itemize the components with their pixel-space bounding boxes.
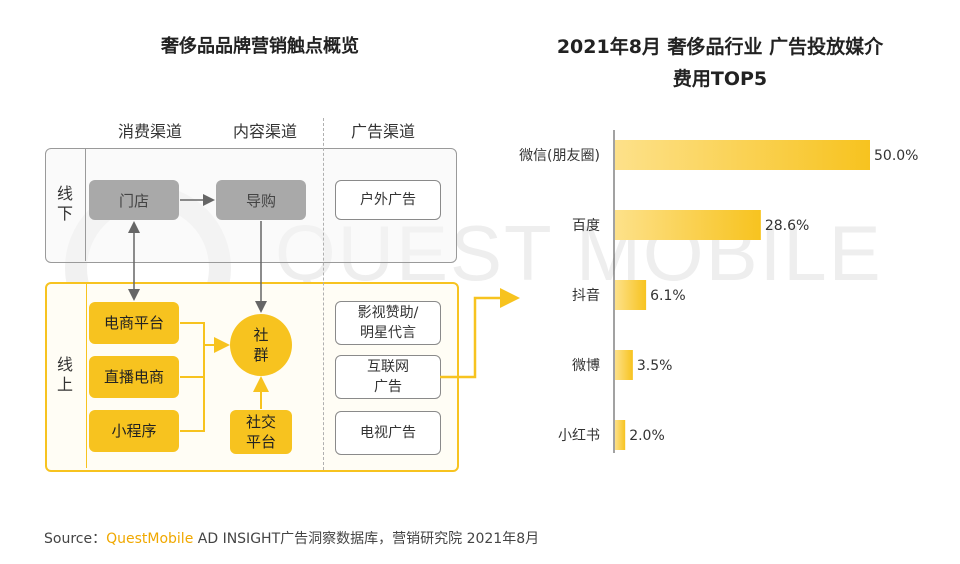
outdoor-ad-node: 户外广告 (335, 180, 441, 220)
guide-node: 导购 (216, 180, 306, 220)
value-label-1: 28.6% (765, 218, 809, 234)
source-brand: QuestMobile (106, 531, 194, 547)
chart-title-line2: 费用TOP5 (672, 68, 768, 90)
category-label-3: 微博 (572, 357, 600, 374)
bar-2 (615, 280, 647, 310)
value-label-3: 3.5% (637, 358, 673, 374)
internet-ad-node: 互联网 广告 (335, 355, 441, 399)
tv-ad-node: 电视广告 (335, 411, 441, 455)
channel-ad: 广告渠道 (350, 122, 415, 141)
bar-1 (615, 210, 761, 240)
chart-title-line1: 2021年8月 奢侈品行业 广告投放媒介 (556, 36, 884, 58)
miniprogram-node: 小程序 (89, 410, 179, 452)
category-label-2: 抖音 (572, 287, 600, 304)
value-label-0: 50.0% (874, 148, 918, 164)
online-label-divider (86, 284, 87, 468)
source-text: AD INSIGHT广告洞察数据库，营销研究院 2021年8月 (193, 531, 540, 547)
column-separator-1 (323, 118, 324, 470)
channel-consumer: 消费渠道 (117, 122, 182, 141)
offline-label-divider (85, 149, 86, 261)
source-prefix: Source： (44, 531, 107, 547)
category-label-4: 小红书 (558, 428, 600, 444)
value-label-2: 6.1% (650, 288, 686, 304)
category-label-0: 微信(朋友圈) (519, 148, 600, 164)
category-label-1: 百度 (572, 218, 600, 234)
film-ad-node: 影视赞助/ 明星代言 (335, 301, 441, 345)
ecommerce-node: 电商平台 (89, 302, 179, 344)
social-node: 社交 平台 (230, 410, 292, 454)
bar-3 (615, 350, 633, 380)
value-label-4: 2.0% (629, 428, 665, 444)
bar-0 (615, 140, 870, 170)
channel-content: 内容渠道 (232, 122, 297, 141)
left-title: 奢侈品品牌营销触点概览 (161, 36, 359, 57)
source-line: Source：QuestMobile AD INSIGHT广告洞察数据库，营销研… (44, 528, 539, 548)
store-node: 门店 (89, 180, 179, 220)
online-label: 线 上 (56, 355, 73, 394)
bar-4 (615, 420, 626, 450)
offline-label: 线 下 (56, 184, 73, 223)
livestream-node: 直播电商 (89, 356, 179, 398)
